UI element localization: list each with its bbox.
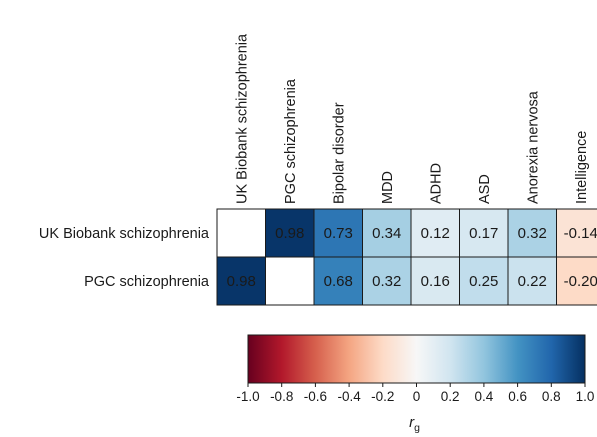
cell-value-label: 0.25 (469, 273, 498, 290)
row-label: UK Biobank schizophrenia (39, 226, 210, 242)
column-labels: UK Biobank schizophrenia PGC schizophreni… (234, 33, 590, 204)
heatmap-cell (265, 256, 315, 306)
cell-value-label: 0.22 (518, 273, 547, 290)
colorbar-title-subscript: g (414, 422, 420, 434)
colorbar-tick-label: -1.0 (236, 389, 259, 404)
heatmap-cell (459, 256, 509, 306)
colorbar-tick-label: -0.4 (337, 389, 361, 404)
cell-value-label: -0.20 (564, 273, 597, 290)
colorbar-tick-label: 0.8 (542, 389, 561, 404)
colorbar-tick-label: -0.2 (371, 389, 394, 404)
cell-value-label: -0.14 (564, 225, 597, 242)
cell-value-label: 0.16 (421, 273, 450, 290)
colorbar-tick-label: 0.2 (441, 389, 460, 404)
column-label: Anorexia nervosa (525, 90, 541, 204)
colorbar-tick-label: -0.6 (304, 389, 327, 404)
heatmap-cell (313, 208, 363, 258)
heatmap-cell (507, 256, 557, 306)
cell-value-label: 0.98 (275, 225, 304, 242)
colorbar-tick-label: 0 (413, 389, 421, 404)
heatmap-cell (556, 256, 597, 306)
column-label: ADHD (428, 163, 444, 204)
heatmap-cell (507, 208, 557, 258)
column-label: MDD (380, 171, 396, 204)
cell-value-label: 0.17 (469, 225, 498, 242)
cell-value-label: 0.98 (227, 273, 256, 290)
column-label: Bipolar disorder (331, 102, 347, 204)
row-label: PGC schizophrenia (84, 274, 210, 290)
heatmap-cell (410, 256, 460, 306)
heatmap-cell (556, 208, 597, 258)
colorbar: -1.0 -0.8 -0.6 -0.4 -0.2 0 0.2 0.4 0.6 0.8 1.0 rg (236, 334, 595, 434)
cell-value-label: 0.73 (324, 225, 353, 242)
column-label: Intelligence (574, 131, 590, 204)
colorbar-title-main: r (409, 414, 415, 431)
colorbar-tick-label: 0.6 (508, 389, 527, 404)
column-label: UK Biobank schizophrenia (234, 33, 250, 204)
colorbar-tick-label: -0.8 (270, 389, 293, 404)
cell-value-label: 0.32 (372, 273, 401, 290)
cell-value-label: 0.34 (372, 225, 401, 242)
heatmap-cells: 0.98 0.73 0.34 0.12 0.17 0.32 -0.14 0.98 0.68 0.3… (216, 208, 597, 306)
cell-value-label: 0.68 (324, 273, 353, 290)
heatmap-cell (362, 256, 412, 306)
colorbar-tick-label: 0.4 (475, 389, 494, 404)
colorbar-gradient (247, 334, 586, 384)
colorbar-title: rg (409, 414, 420, 434)
heatmap-cell (362, 208, 412, 258)
cell-value-label: 0.12 (421, 225, 450, 242)
column-label: PGC schizophrenia (283, 78, 299, 204)
column-label: ASD (477, 174, 493, 204)
heatmap-cell (216, 208, 266, 258)
cell-value-label: 0.32 (518, 225, 547, 242)
row-labels: UK Biobank schizophrenia PGC schizophreni… (39, 226, 210, 290)
heatmap-cell (265, 208, 315, 258)
colorbar-tick-label: 1.0 (576, 389, 595, 404)
